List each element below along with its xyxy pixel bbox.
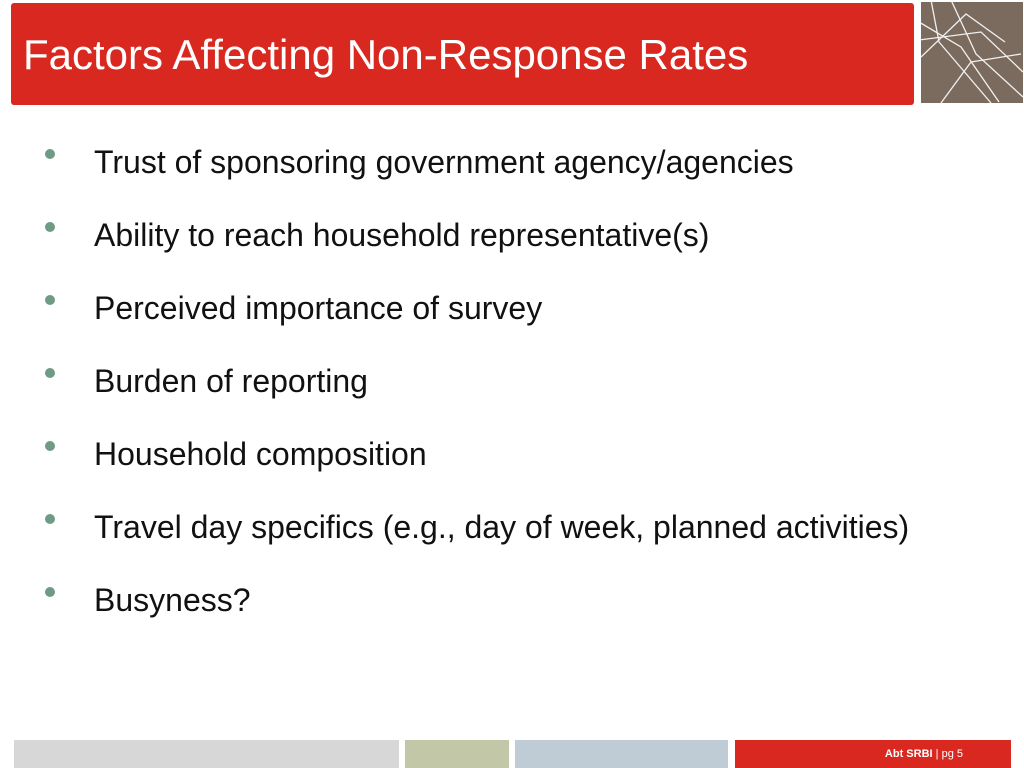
bullet-text: Busyness? [94, 582, 251, 618]
abstract-lines-logo-icon [921, 2, 1023, 103]
footer-brand: Abt SRBI [884, 748, 933, 760]
footer-label: Abt SRBI | pg 5 [885, 747, 963, 761]
footer-segment-gray [14, 740, 399, 768]
bullet-dot-icon [45, 295, 55, 305]
bullet-dot-icon [45, 587, 55, 597]
footer-segment-blue [515, 740, 728, 768]
page-number: pg 5 [941, 748, 963, 760]
bullet-dot-icon [45, 514, 55, 524]
footer-segment-red: Abt SRBI | pg 5 [735, 740, 1011, 768]
slide-title: Factors Affecting Non-Response Rates [23, 31, 749, 78]
bullet-item: Burden of reporting [40, 357, 940, 405]
footer-segment-olive [405, 740, 509, 768]
title-bar: Factors Affecting Non-Response Rates [11, 3, 914, 105]
bullet-dot-icon [45, 441, 55, 451]
bullet-item: Busyness? [40, 576, 940, 624]
bullet-text: Burden of reporting [94, 363, 368, 399]
bullet-text: Perceived importance of survey [94, 290, 543, 326]
bullet-item: Household composition [40, 430, 940, 478]
bullet-item: Trust of sponsoring government agency/ag… [40, 138, 940, 186]
bullet-text: Trust of sponsoring government agency/ag… [94, 144, 794, 180]
bullet-item: Ability to reach household representativ… [40, 211, 940, 259]
bullet-item: Perceived importance of survey [40, 284, 940, 332]
bullet-text: Travel day specifics (e.g., day of week,… [94, 509, 910, 545]
bullet-dot-icon [45, 222, 55, 232]
bullet-list: Trust of sponsoring government agency/ag… [40, 138, 940, 649]
bullet-text: Household composition [94, 436, 427, 472]
bullet-dot-icon [45, 368, 55, 378]
bullet-dot-icon [45, 149, 55, 159]
logo-lines-graphic [921, 2, 1023, 103]
bullet-text: Ability to reach household representativ… [94, 217, 710, 253]
footer-separator: | [932, 748, 942, 760]
bullet-item: Travel day specifics (e.g., day of week,… [40, 503, 940, 551]
